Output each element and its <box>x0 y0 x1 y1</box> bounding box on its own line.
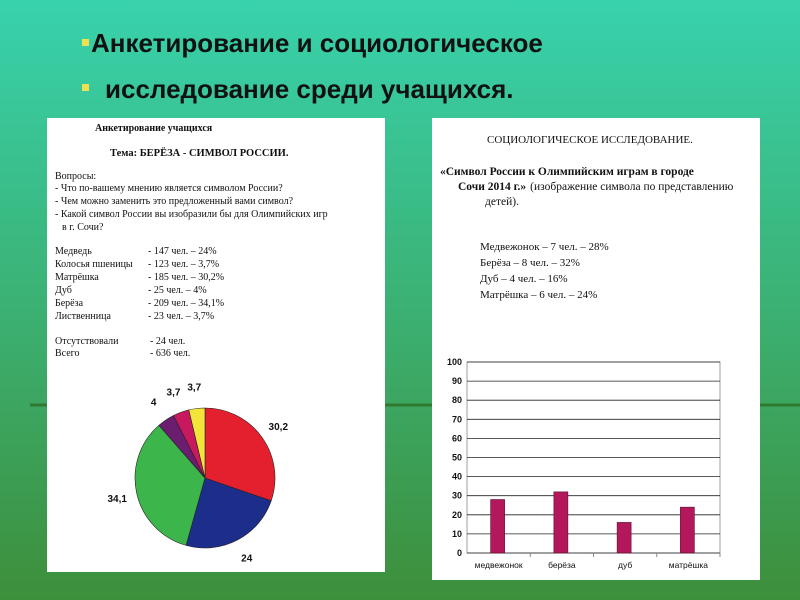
row-name: Колосья пшеницы <box>55 259 133 270</box>
y-tick-label: 40 <box>452 472 462 482</box>
questions-label: Вопросы: <box>55 171 96 182</box>
total-name: Всего <box>55 348 80 359</box>
y-tick-label: 70 <box>452 414 462 424</box>
x-tick-label: берёза <box>548 560 576 570</box>
row-value: - 147 чел. – 24% <box>148 246 217 257</box>
pie-label: 34,1 <box>107 494 127 505</box>
x-tick-label: матрёшка <box>669 560 708 570</box>
total-name: Отсутствовали <box>55 336 119 347</box>
bar <box>680 506 695 554</box>
row-name: Берёза <box>55 298 84 309</box>
y-tick-label: 30 <box>452 491 462 501</box>
question: в г. Сочи? <box>62 222 104 233</box>
pie-slice <box>134 424 206 546</box>
y-tick-label: 20 <box>452 510 462 520</box>
subject: Сочи 2014 г.» (изображение символа по пре… <box>458 181 734 193</box>
doc-heading: Анкетирование учащихся <box>95 123 213 134</box>
bar <box>616 522 632 554</box>
result: Дуб – 4 чел. – 16% <box>480 273 568 285</box>
result: Медвежонок – 7 чел. – 28% <box>480 241 609 253</box>
bar <box>553 491 569 554</box>
row-value: - 25 чел. – 4% <box>148 285 207 296</box>
x-tick-label: медвежонок <box>475 560 523 570</box>
y-tick-label: 10 <box>452 529 462 539</box>
pie-label: 3,7 <box>167 388 181 399</box>
bar <box>490 499 505 554</box>
row-name: Матрёшка <box>55 272 99 283</box>
subject: детей). <box>485 196 519 208</box>
y-tick-label: 50 <box>452 453 462 463</box>
question: - Чем можно заменить это предложенный ва… <box>55 196 294 207</box>
y-tick-label: 90 <box>452 376 462 386</box>
total-value: - 636 чел. <box>150 348 190 359</box>
y-tick-label: 60 <box>452 433 462 443</box>
pie-label: 3,7 <box>187 383 201 394</box>
pie-slice <box>188 407 206 479</box>
result: Матрёшка – 6 чел. – 24% <box>480 289 597 301</box>
pie-label: 24 <box>241 554 253 565</box>
subject-rest: (изображение символа по представлению <box>530 181 734 193</box>
y-tick-label: 80 <box>452 395 462 405</box>
row-name: Лиственница <box>55 311 111 322</box>
row-name: Медведь <box>55 246 92 257</box>
pie-label: 30,2 <box>269 422 289 433</box>
row-value: - 185 чел. – 30,2% <box>148 272 224 283</box>
pie-slice <box>185 477 272 549</box>
result: Берёза – 8 чел. – 32% <box>480 257 580 269</box>
y-tick-label: 100 <box>447 357 462 367</box>
row-name: Дуб <box>55 285 72 296</box>
subject: «Символ России к Олимпийским играм в гор… <box>440 166 694 178</box>
slide-title: исследование среди учащихся. <box>105 74 514 104</box>
row-value: - 123 чел. – 3,7% <box>148 259 219 270</box>
x-tick-label: дуб <box>618 560 632 570</box>
doc-heading: СОЦИОЛОГИЧЕСКОЕ ИССЛЕДОВАНИЕ. <box>487 134 693 146</box>
question: - Что по-вашему мнению является символом… <box>55 183 283 194</box>
pie-label: 4 <box>151 398 157 409</box>
y-tick-label: 0 <box>457 548 462 558</box>
bullet <box>82 39 89 46</box>
total-value: - 24 чел. <box>150 336 185 347</box>
doc-topic: Тема: БЕРЁЗА - СИМВОЛ РОССИИ. <box>110 146 289 159</box>
question: - Какой символ России вы изобразили бы д… <box>55 209 328 220</box>
row-value: - 23 чел. – 3,7% <box>148 311 214 322</box>
row-value: - 209 чел. – 34,1% <box>148 298 224 309</box>
bullet <box>82 84 89 91</box>
pie-slice <box>204 407 276 502</box>
subject-bold: Сочи 2014 г.» <box>458 181 526 193</box>
slide-title: Анкетирование и социологическое <box>91 28 543 58</box>
